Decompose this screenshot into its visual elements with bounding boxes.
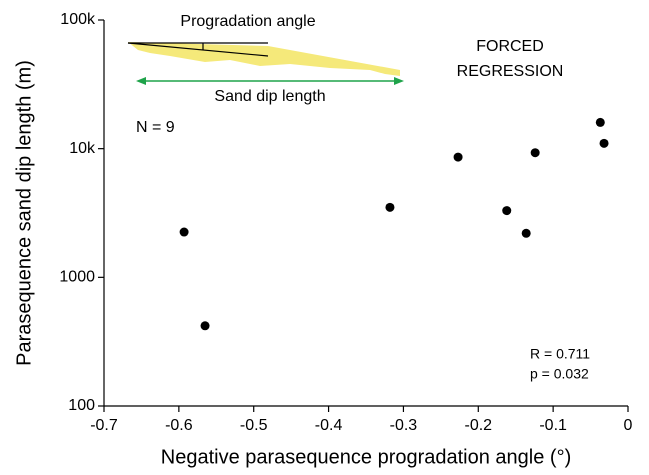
point [200, 321, 210, 331]
inset-wedge [128, 42, 400, 76]
inset-arrowhead [394, 77, 404, 85]
point [179, 227, 189, 237]
point [502, 206, 512, 216]
annotation: p = 0.032 [530, 366, 589, 382]
x-tick-label: -0.7 [90, 417, 118, 434]
x-tick-label: -0.6 [165, 417, 193, 434]
y-tick-label: 10k [69, 140, 96, 157]
annotation: Progradation angle [180, 13, 315, 30]
annotation: R = 0.711 [530, 346, 590, 362]
y-tick-label: 100k [60, 11, 96, 28]
y-axis-label: Parasequence sand dip length (m) [13, 60, 35, 366]
x-tick-label: 0 [624, 417, 633, 434]
x-tick-label: -0.4 [315, 417, 343, 434]
x-tick-label: -0.3 [390, 417, 418, 434]
point [530, 148, 540, 158]
y-tick-label: 100 [68, 397, 95, 414]
point [385, 202, 395, 212]
annotation: REGRESSION [457, 63, 564, 80]
point [453, 152, 463, 162]
point [599, 138, 609, 148]
point [595, 117, 605, 127]
x-tick-label: -0.2 [464, 417, 492, 434]
x-axis-label: Negative parasequence progradation angle… [161, 446, 572, 468]
inset-slope [127, 42, 269, 57]
annotation: FORCED [476, 38, 544, 55]
x-tick-label: -0.1 [539, 417, 567, 434]
point [521, 228, 531, 238]
x-tick-label: -0.5 [240, 417, 268, 434]
inset-arrowhead [136, 77, 146, 85]
y-tick-label: 1000 [59, 269, 95, 286]
annotation: Sand dip length [214, 88, 325, 105]
annotation: N = 9 [136, 119, 175, 136]
inset-diagram [127, 42, 404, 85]
